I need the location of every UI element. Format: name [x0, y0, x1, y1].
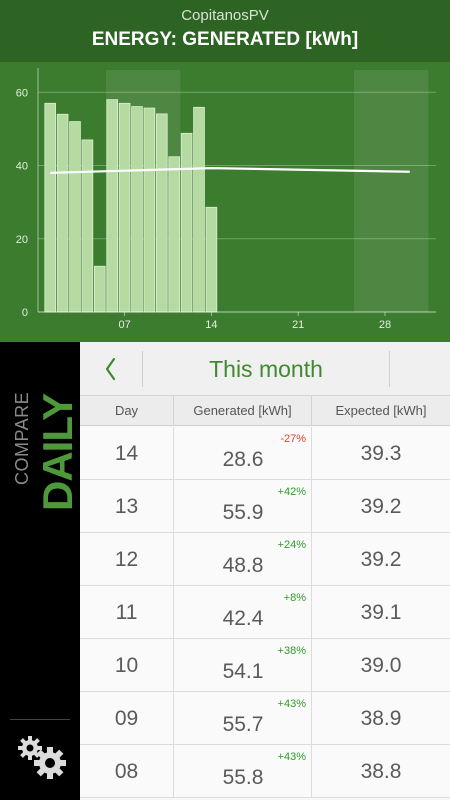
app-header: CopitanosPV ENERGY: GENERATED [kWh]: [0, 0, 450, 62]
screen-title: ENERGY: GENERATED [kWh]: [91, 29, 359, 50]
generated-value: 55.8: [222, 766, 264, 789]
bar-day-6: [106, 99, 119, 313]
table-row[interactable]: 08 +43% 55.8 38.8: [80, 745, 450, 798]
day-cell: 09: [114, 707, 139, 730]
weekend-band: [106, 70, 181, 312]
bar-day-13: [193, 106, 205, 313]
x-tick-label: 21: [292, 319, 304, 331]
delta-badge: +24%: [277, 539, 306, 551]
bar-day-7: [118, 102, 131, 313]
generated-value: 55.9: [222, 501, 264, 524]
generated-cell: +43% 55.8: [173, 745, 311, 798]
sidebar-divider: [10, 719, 70, 720]
bar-day-9: [143, 107, 156, 313]
table-row[interactable]: 11 +8% 42.4 39.1: [80, 586, 450, 639]
generated-cell: +42% 55.9: [173, 480, 311, 533]
generated-value: 42.4: [222, 607, 264, 630]
bar-day-10: [155, 113, 168, 313]
energy-chart: 0 20 40 60 07 14 21 28: [0, 62, 450, 342]
bar-day-8: [131, 106, 143, 313]
y-tick-label: 60: [16, 87, 28, 99]
bar-day-3: [69, 121, 81, 313]
table-header: Day Generated [kWh] Expected [kWh]: [80, 396, 450, 426]
generated-cell: +24% 48.8: [173, 533, 311, 586]
sidebar: COMPARE DAILY: [0, 342, 81, 800]
column-header-expected[interactable]: Expected [kWh]: [311, 396, 450, 426]
table-row[interactable]: 09 +43% 55.7 38.9: [80, 692, 450, 745]
table-row[interactable]: 14 -27% 28.6 39.3: [80, 427, 450, 480]
expected-line: [50, 167, 410, 174]
expected-cell: 39.2: [311, 533, 450, 586]
expected-cell: 39.2: [311, 480, 450, 533]
period-nav: This month: [80, 342, 450, 396]
expected-cell: 39.0: [311, 639, 450, 692]
bar-day-4: [81, 139, 94, 313]
x-tick-label: 07: [118, 319, 130, 331]
bar-day-11: [168, 156, 181, 313]
generated-value: 48.8: [222, 554, 264, 577]
expected-cell: 39.1: [311, 586, 450, 639]
day-cell: 14: [114, 442, 139, 465]
nav-divider: [142, 351, 143, 387]
bar-day-1: [44, 102, 56, 313]
period-title[interactable]: This month: [209, 356, 323, 382]
expected-cell: 38.8: [311, 745, 450, 798]
day-cell: 08: [114, 760, 139, 783]
delta-badge: +43%: [277, 751, 306, 763]
chart-svg: 0 20 40 60 07 14 21 28: [16, 68, 436, 331]
day-cell: 13: [114, 495, 139, 518]
day-cell: 12: [114, 548, 139, 571]
day-cell: 10: [114, 654, 139, 677]
generated-value: 54.1: [222, 660, 264, 683]
app-title: CopitanosPV: [181, 7, 269, 24]
daily-panel: This month Day Generated [kWh] Expected …: [80, 342, 450, 800]
generated-value: 28.6: [222, 448, 264, 471]
chevron-left-icon: [105, 357, 116, 381]
generated-cell: -27% 28.6: [173, 427, 311, 480]
compare-daily-toggle[interactable]: COMPARE DAILY: [6, 370, 81, 511]
compare-label: COMPARE: [12, 391, 32, 485]
back-button[interactable]: [80, 342, 142, 396]
bar-day-2: [56, 113, 69, 313]
delta-badge: +43%: [277, 698, 306, 710]
bar-day-12: [180, 132, 193, 313]
generated-value: 55.7: [222, 713, 264, 736]
y-tick-label: 40: [16, 161, 28, 173]
delta-badge: +8%: [283, 592, 306, 604]
day-cell: 11: [115, 601, 138, 624]
generated-cell: +43% 55.7: [173, 692, 311, 745]
x-tick-label: 28: [379, 319, 391, 331]
gears-icon: [18, 736, 66, 779]
daily-label: DAILY: [34, 393, 81, 511]
y-tick-label: 20: [16, 234, 28, 246]
settings-button[interactable]: [14, 734, 70, 780]
bar-day-5: [94, 265, 106, 313]
table-row[interactable]: 10 +38% 54.1 39.0: [80, 639, 450, 692]
delta-badge: +42%: [277, 486, 306, 498]
y-tick-label: 0: [22, 307, 28, 319]
weekend-band: [354, 70, 429, 312]
bar-day-14: [205, 206, 218, 313]
table-row[interactable]: 12 +24% 48.8 39.2: [80, 533, 450, 586]
generated-cell: +38% 54.1: [173, 639, 311, 692]
expected-cell: 39.3: [311, 427, 450, 480]
nav-divider: [389, 351, 390, 387]
delta-badge: +38%: [277, 645, 306, 657]
x-tick-label: 14: [205, 319, 217, 331]
table-row[interactable]: 13 +42% 55.9 39.2: [80, 480, 450, 533]
delta-badge: -27%: [280, 433, 306, 445]
column-header-day[interactable]: Day: [114, 403, 139, 418]
generated-cell: +8% 42.4: [173, 586, 311, 639]
expected-cell: 38.9: [311, 692, 450, 745]
column-header-generated[interactable]: Generated [kWh]: [173, 396, 311, 426]
